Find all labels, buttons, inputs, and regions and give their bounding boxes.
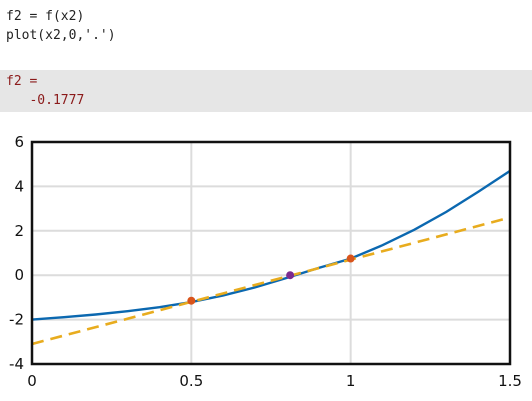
y-tick-label: 6 <box>14 133 24 151</box>
x-tick-label: 0.5 <box>179 372 203 390</box>
series-line-solid <box>31 169 511 321</box>
axes-box <box>30 140 512 366</box>
data-point <box>286 271 295 280</box>
x-tick-label: 1.5 <box>498 372 522 390</box>
series-line-dashed <box>31 216 511 346</box>
y-tick-label: -4 <box>9 355 24 373</box>
y-tick-label: 4 <box>14 177 24 195</box>
x-tick-label: 0 <box>27 372 37 390</box>
x-tick-label: 1 <box>346 372 356 390</box>
y-tick-label: 2 <box>14 222 24 240</box>
data-point <box>187 296 196 305</box>
output-box: f2 = -0.1777 <box>0 70 532 112</box>
output-var: f2 = <box>6 74 38 89</box>
y-tick-label: -2 <box>9 311 24 329</box>
data-point <box>346 254 355 263</box>
code-line-1: f2 = f(x2) <box>6 9 85 24</box>
code-line-2: plot(x2,0,'.') <box>6 28 116 43</box>
output-value: -0.1777 <box>6 93 85 108</box>
y-tick-label: 0 <box>14 266 24 284</box>
